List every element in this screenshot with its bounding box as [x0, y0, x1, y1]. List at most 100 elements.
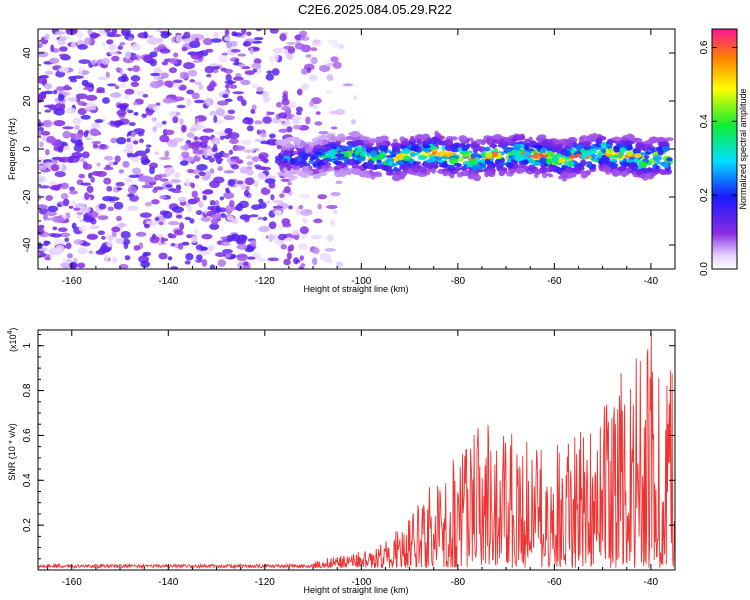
noise-blob: [330, 56, 339, 63]
noise-blob: [124, 177, 133, 183]
noise-blob: [59, 46, 68, 52]
signal-blob: [485, 170, 493, 177]
signal-blob: [588, 148, 597, 154]
noise-blob: [181, 125, 187, 133]
signal-blob: [585, 154, 591, 158]
noise-blob: [44, 70, 54, 75]
noise-blob: [57, 146, 64, 153]
noise-blob: [258, 198, 264, 203]
noise-blob: [115, 237, 125, 244]
signal-blob: [533, 162, 541, 166]
noise-blob: [143, 31, 148, 39]
noise-blob: [220, 67, 227, 72]
noise-blob: [225, 73, 232, 82]
noise-blob: [330, 191, 341, 197]
noise-blob: [75, 93, 88, 100]
signal-blob: [602, 165, 612, 173]
noise-blob: [127, 185, 138, 194]
noise-blob: [132, 65, 140, 72]
noise-blob: [62, 198, 70, 207]
noise-blob: [127, 153, 139, 158]
noise-blob: [309, 100, 315, 107]
signal-blob: [579, 159, 587, 167]
signal-blob: [304, 146, 314, 153]
noise-blob: [317, 194, 328, 200]
noise-blob: [262, 95, 271, 103]
signal-blob: [297, 151, 304, 157]
noise-blob: [325, 62, 335, 67]
noise-blob: [241, 139, 252, 146]
noise-blob: [111, 29, 118, 35]
noise-blob: [266, 200, 271, 204]
noise-blob: [298, 234, 309, 239]
noise-blob: [149, 51, 158, 58]
noise-blob: [352, 95, 358, 101]
noise-blob: [206, 74, 212, 78]
noise-blob: [38, 129, 42, 137]
noise-blob: [98, 203, 107, 210]
signal-blob: [661, 146, 670, 152]
noise-blob: [229, 200, 235, 208]
colorbar-tick-label: 0.2: [699, 188, 710, 202]
signal-blob: [323, 159, 328, 164]
noise-blob: [244, 70, 256, 75]
noise-blob: [265, 73, 274, 81]
noise-blob: [133, 245, 141, 251]
noise-blob: [228, 149, 234, 155]
noise-blob: [181, 241, 190, 246]
noise-blob: [133, 159, 140, 163]
noise-blob: [286, 252, 292, 260]
noise-blob: [195, 244, 204, 250]
noise-blob: [209, 245, 215, 250]
signal-blob: [409, 152, 416, 158]
noise-blob: [282, 93, 288, 102]
noise-blob: [260, 140, 272, 145]
noise-blob: [74, 124, 80, 131]
noise-blob: [213, 143, 218, 151]
signal-blob: [447, 164, 454, 169]
signal-blob: [375, 136, 383, 144]
signal-blob: [292, 150, 299, 155]
noise-blob: [301, 217, 308, 224]
noise-blob: [295, 106, 303, 113]
noise-blob: [95, 170, 107, 178]
noise-blob: [185, 253, 194, 261]
noise-blob: [200, 216, 212, 222]
noise-blob: [276, 101, 282, 108]
noise-blob: [69, 261, 78, 269]
noise-blob: [116, 187, 123, 191]
noise-blob: [97, 215, 109, 221]
noise-blob: [170, 242, 176, 247]
colorbar-ticks: 0.0 0.2 0.4 0.6: [699, 40, 737, 276]
snr-multiplier-exp: 4: [7, 330, 14, 334]
noise-blob: [202, 194, 207, 201]
signal-blob: [431, 138, 441, 143]
noise-blob: [47, 205, 59, 212]
signal-blob: [515, 167, 526, 174]
signal-blob: [633, 153, 642, 159]
noise-blob: [227, 109, 236, 115]
signal-blob: [354, 149, 360, 156]
spectrogram-x-axis: -160 -140 -120 -100 -80 -60 -40: [47, 29, 676, 287]
noise-blob: [145, 110, 154, 116]
signal-blob: [387, 149, 392, 153]
signal-blob: [498, 169, 505, 177]
signal-blob: [523, 152, 531, 157]
noise-blob: [72, 118, 82, 125]
signal-blob: [328, 167, 335, 172]
signal-blob: [428, 139, 433, 146]
snr-y-tick-label: 0.8: [22, 383, 33, 397]
noise-blob: [225, 189, 231, 194]
noise-blob: [153, 186, 165, 191]
noise-blob: [213, 31, 219, 39]
noise-blob: [68, 205, 74, 209]
signal-blob: [635, 168, 642, 176]
noise-blob: [50, 44, 55, 53]
noise-blob: [172, 206, 184, 213]
noise-blob: [274, 53, 279, 62]
noise-blob: [119, 42, 126, 46]
noise-blob: [315, 111, 321, 115]
noise-blob: [38, 194, 42, 201]
noise-blob: [77, 43, 88, 50]
noise-blob: [89, 225, 100, 230]
